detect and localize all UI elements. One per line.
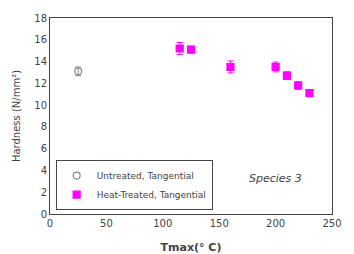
svg-text:2: 2	[41, 187, 47, 198]
svg-text:150: 150	[210, 218, 229, 229]
svg-text:Hardness (N/mm²): Hardness (N/mm²)	[11, 70, 22, 162]
svg-text:6: 6	[41, 143, 47, 154]
svg-text:18: 18	[34, 13, 47, 24]
svg-text:0: 0	[47, 218, 53, 229]
svg-text:50: 50	[100, 218, 113, 229]
svg-text:14: 14	[34, 56, 47, 67]
svg-text:Untreated, Tangential: Untreated, Tangential	[97, 171, 194, 181]
svg-text:Heat-Treated, Tangential: Heat-Treated, Tangential	[97, 190, 206, 200]
svg-text:10: 10	[34, 100, 47, 111]
svg-text:16: 16	[34, 34, 47, 45]
svg-text:4: 4	[41, 165, 47, 176]
svg-text:8: 8	[41, 121, 47, 132]
svg-text:250: 250	[322, 218, 341, 229]
svg-text:0: 0	[41, 209, 47, 220]
svg-text:100: 100	[153, 218, 172, 229]
svg-text:12: 12	[34, 78, 47, 89]
svg-text:200: 200	[266, 218, 285, 229]
svg-text:Species 3: Species 3	[249, 172, 302, 185]
svg-text:Tmax(° C): Tmax(° C)	[161, 241, 222, 254]
